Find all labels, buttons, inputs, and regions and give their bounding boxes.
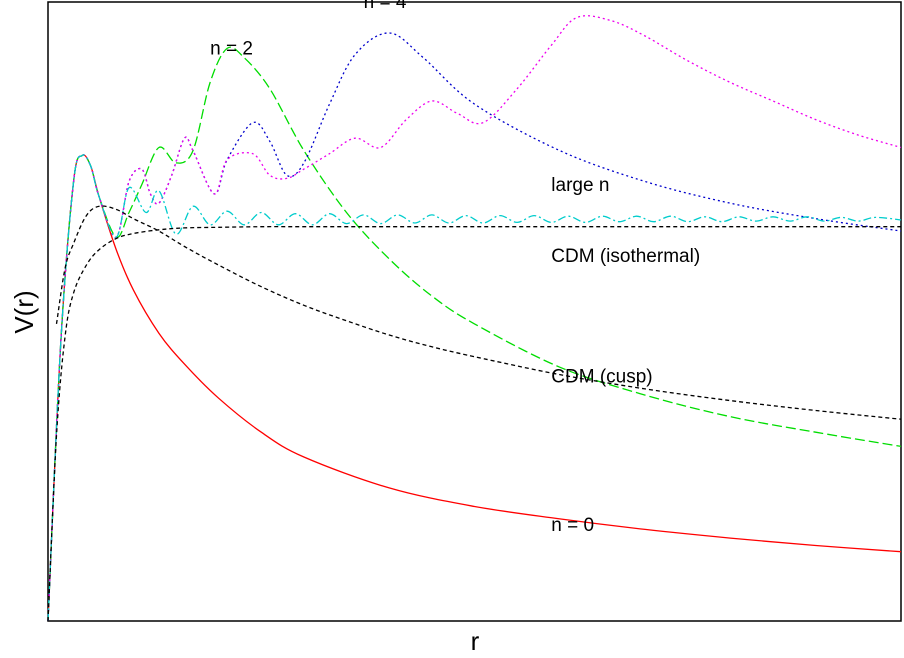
annotation-2: n = 2 — [210, 39, 253, 60]
series-line-4 — [47, 154, 902, 622]
annotation-1: n = 4 — [364, 0, 407, 13]
series-layer — [47, 15, 902, 622]
x-axis-title: r — [471, 626, 480, 656]
series-line-2 — [47, 32, 902, 622]
annotation-4: CDM (isothermal) — [551, 246, 700, 267]
y-axis-title: V(r) — [9, 290, 39, 333]
series-line-6 — [55, 205, 902, 420]
annotation-3: large n — [551, 175, 609, 196]
annotation-6: n = 0 — [551, 515, 594, 536]
annotation-5: CDM (cusp) — [551, 367, 652, 388]
plot-frame — [47, 1, 902, 622]
